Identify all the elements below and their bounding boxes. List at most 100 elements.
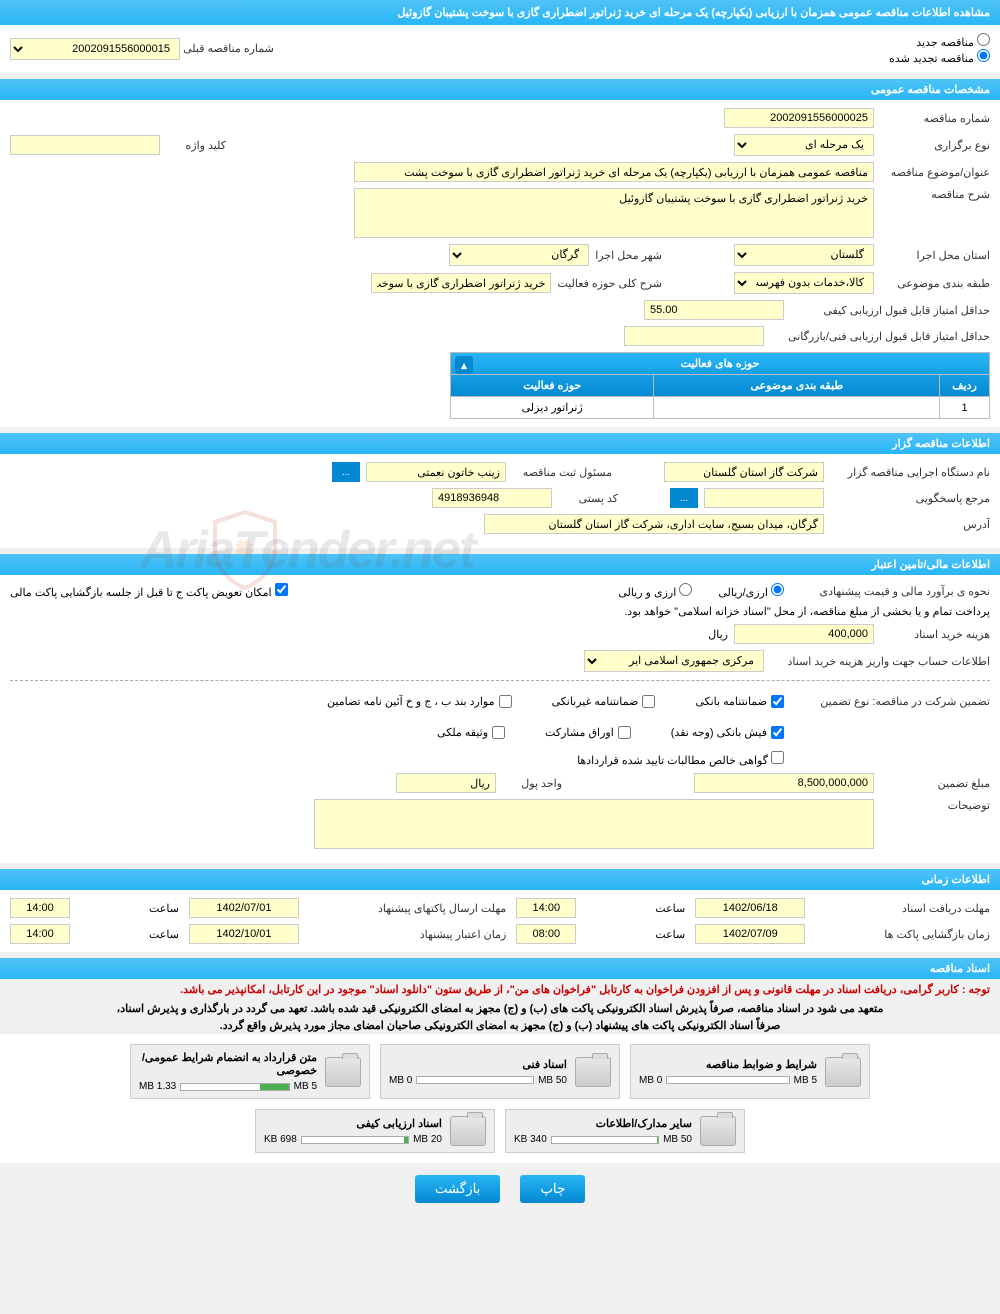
ref-lookup-button[interactable]: ...	[670, 488, 698, 508]
doc-card[interactable]: متن قرارداد به انضمام شرایط عمومی/خصوصی 5…	[130, 1044, 370, 1099]
send-deadline-date[interactable]	[189, 898, 299, 918]
keyword-field[interactable]	[10, 135, 160, 155]
receive-deadline-date[interactable]	[695, 898, 805, 918]
table-row: 1 ژنراتور دیزلی	[451, 397, 990, 419]
doc-card-title: شرایط و ضوابط مناقصه	[639, 1058, 817, 1071]
g1-checkbox[interactable]: ضمانتنامه بانکی	[695, 695, 784, 708]
doc-cap: 5 MB	[294, 1081, 317, 1092]
progress-bar	[666, 1076, 789, 1084]
section-docs-title: اسناد مناقصه	[0, 958, 1000, 979]
folder-icon	[700, 1116, 736, 1146]
validity-date[interactable]	[189, 924, 299, 944]
doc-card[interactable]: اسناد فنی50 MB0 MB	[380, 1044, 620, 1099]
city-label: شهر محل اجرا	[595, 249, 662, 262]
doc-card-title: اسناد فنی	[389, 1058, 567, 1071]
doc-cards-container: شرایط و ضوابط مناقصه5 MB0 MBاسناد فنی50 …	[0, 1034, 1000, 1163]
section-finance-title: اطلاعات مالی/تامین اعتبار	[0, 554, 1000, 575]
doc-card[interactable]: اسناد ارزیابی کیفی20 MB698 KB	[255, 1109, 495, 1153]
doc-used: 1.33 MB	[139, 1081, 176, 1092]
validity-label: زمان اعتبار پیشنهاد	[309, 928, 506, 941]
print-button[interactable]: چاپ	[520, 1175, 585, 1203]
city-select[interactable]: گرگان	[449, 244, 589, 266]
receive-deadline-hour[interactable]	[516, 898, 576, 918]
swap-checkbox[interactable]: امکان تعویض پاکت ج تا قبل از جلسه بازگشا…	[10, 583, 288, 599]
g3-checkbox[interactable]: موارد بند ب ، ج و خ آئین نامه تضامین	[327, 695, 511, 708]
guarantee-amt-label: مبلغ تضمین	[880, 777, 990, 790]
g6-checkbox[interactable]: وثیقه ملکی	[437, 726, 505, 739]
activity-scope-label: شرح کلی حوزه فعالیت	[557, 277, 662, 290]
activity-scope-field[interactable]	[371, 273, 551, 293]
cell-scope: ژنراتور دیزلی	[451, 397, 654, 419]
collapse-icon[interactable]: ▴	[455, 356, 473, 374]
send-deadline-hour[interactable]	[10, 898, 70, 918]
activity-table: حوزه های فعالیت ▴ ردیف طبقه بندی موضوعی …	[450, 352, 990, 419]
province-label: استان محل اجرا	[880, 249, 990, 262]
tender-no-label: شماره مناقصه	[880, 112, 990, 125]
radio-rial[interactable]: ارزی و ریالی	[618, 583, 692, 599]
notes-field[interactable]	[314, 799, 874, 849]
open-date[interactable]	[695, 924, 805, 944]
subject-label: عنوان/موضوع مناقصه	[880, 166, 990, 179]
progress-bar	[416, 1076, 534, 1084]
doc-card[interactable]: سایر مدارک/اطلاعات50 MB340 KB	[505, 1109, 745, 1153]
min-tech-label: حداقل امتیاز قابل قبول ارزیابی فنی/بازرگ…	[770, 330, 990, 343]
account-select[interactable]: مرکزی جمهوری اسلامی ایر	[584, 650, 764, 672]
radio-new-label: مناقصه جدید	[916, 37, 974, 49]
desc-field[interactable]: خرید ژنراتور اضطراری گازی با سوخت پشتیبا…	[354, 188, 874, 238]
org-field[interactable]	[664, 462, 824, 482]
type-label: نوع برگزاری	[880, 139, 990, 152]
cell-idx: 1	[940, 397, 990, 419]
doc-card[interactable]: شرایط و ضوابط مناقصه5 MB0 MB	[630, 1044, 870, 1099]
ref-field[interactable]	[704, 488, 824, 508]
progress-bar	[301, 1136, 409, 1144]
doc-cap: 50 MB	[538, 1075, 567, 1086]
min-tech-field[interactable]	[624, 326, 764, 346]
doc-cost-field[interactable]	[734, 624, 874, 644]
guarantee-amt-field[interactable]	[694, 773, 874, 793]
registrar-field[interactable]	[366, 462, 506, 482]
cell-class	[654, 397, 940, 419]
notice-black-1: متعهد می شود در اسناد مناقصه، صرفاً پذیر…	[0, 1000, 1000, 1017]
subject-field[interactable]	[354, 162, 874, 182]
g4-checkbox[interactable]: فیش بانکی (وجه نقد)	[671, 726, 784, 739]
account-label: اطلاعات حساب جهت واریز هزینه خرید اسناد	[770, 655, 990, 668]
radio-currency[interactable]: ارزی/ریالی	[718, 583, 784, 599]
tender-no-field[interactable]	[724, 108, 874, 128]
ref-label: مرجع پاسخگویی	[830, 492, 990, 505]
validity-hour[interactable]	[10, 924, 70, 944]
doc-card-title: سایر مدارک/اطلاعات	[514, 1117, 692, 1130]
folder-icon	[825, 1057, 861, 1087]
type-select[interactable]: یک مرحله ای	[734, 134, 874, 156]
hour-label-2: ساعت	[80, 902, 179, 915]
doc-card-title: متن قرارداد به انضمام شرایط عمومی/خصوصی	[139, 1051, 317, 1077]
province-select[interactable]: گلستان	[734, 244, 874, 266]
guarantee-type-label: تضمین شرکت در مناقصه: نوع تضمین	[790, 695, 990, 708]
min-qual-field[interactable]	[644, 300, 784, 320]
registrar-lookup-button[interactable]: ...	[332, 462, 360, 482]
back-button[interactable]: بازگشت	[415, 1175, 501, 1203]
postal-field[interactable]	[432, 488, 552, 508]
prev-tender-select[interactable]: 2002091556000015	[10, 38, 180, 60]
radio-new-tender[interactable]: مناقصه جدید	[916, 37, 990, 49]
folder-icon	[325, 1057, 361, 1087]
notice-red: توجه : کاربر گرامی، دریافت اسناد در مهلت…	[0, 979, 1000, 1000]
activity-table-title: حوزه های فعالیت	[681, 358, 760, 370]
page-title: مشاهده اطلاعات مناقصه عمومی همزمان با ار…	[0, 0, 1000, 25]
rial-label: ریال	[708, 628, 728, 641]
radio-renewed-tender[interactable]: مناقصه تجدید شده	[889, 53, 990, 65]
radio-renewed-label: مناقصه تجدید شده	[889, 53, 974, 65]
g5-checkbox[interactable]: اوراق مشارکت	[545, 726, 631, 739]
g2-checkbox[interactable]: ضمانتنامه غیربانکی	[552, 695, 656, 708]
prev-num-label: شماره مناقصه قبلی	[183, 43, 274, 55]
classify-select[interactable]: کالا،خدمات بدون فهرست ب	[734, 272, 874, 294]
org-label: نام دستگاه اجرایی مناقصه گزار	[830, 466, 990, 479]
receive-deadline-label: مهلت دریافت اسناد	[815, 902, 990, 915]
min-qual-label: حداقل امتیاز قابل قبول ارزیابی کیفی	[790, 304, 990, 317]
open-hour[interactable]	[516, 924, 576, 944]
unit-field[interactable]	[396, 773, 496, 793]
doc-cap: 5 MB	[794, 1075, 817, 1086]
send-deadline-label: مهلت ارسال پاکتهای پیشنهاد	[309, 902, 506, 915]
address-field[interactable]	[484, 514, 824, 534]
g7-checkbox[interactable]: گواهی خالص مطالبات تایید شده قراردادها	[577, 751, 784, 767]
folder-icon	[450, 1116, 486, 1146]
